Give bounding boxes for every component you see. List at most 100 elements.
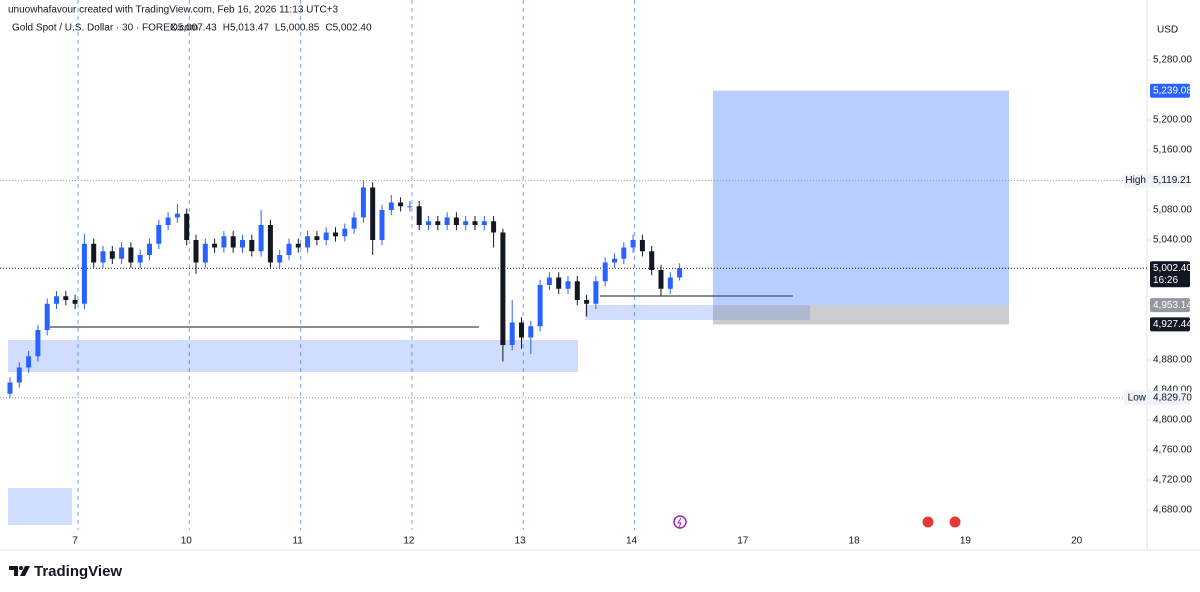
candle-body <box>491 221 497 233</box>
candle-body <box>565 281 571 289</box>
x-tick-label: 11 <box>292 536 303 547</box>
last-price-tag: 5,002.40 <box>1153 263 1192 274</box>
y-tick-label: 4,840.00 <box>1153 385 1192 396</box>
y-tick-label: 4,880.00 <box>1153 355 1192 366</box>
y-tick-label: 4,680.00 <box>1153 505 1192 516</box>
stop-tag: 4,927.44 <box>1153 319 1192 330</box>
candle-body <box>639 239 645 252</box>
y-tick-label: 4,720.00 <box>1153 475 1192 486</box>
hl-label-bg <box>1124 390 1190 405</box>
candle-body <box>528 326 534 338</box>
candle-body <box>128 247 134 263</box>
candle-body <box>249 239 255 252</box>
candle-body <box>54 296 59 304</box>
candle-body <box>35 330 41 357</box>
candle-body <box>351 217 357 229</box>
candle-body <box>463 221 469 225</box>
candle-body <box>7 382 13 394</box>
candle-body <box>314 236 320 240</box>
hl-value: 4,829.70 <box>1153 392 1192 403</box>
brand: TradingView <box>34 563 122 580</box>
candle-body <box>137 254 143 263</box>
event-icon[interactable] <box>673 515 687 529</box>
candle-body <box>193 239 199 263</box>
candle-body <box>370 187 376 240</box>
candle-body <box>556 277 562 289</box>
candle-body <box>267 224 273 263</box>
candle-body <box>342 228 348 237</box>
symbol: Gold Spot / U.S. Dollar · 30 · FOREX.com <box>12 23 198 34</box>
candle-body <box>677 268 683 278</box>
logo: TradingView <box>9 563 122 580</box>
ohlc-value: C5,002.40 <box>325 23 372 34</box>
candle-body <box>426 221 431 225</box>
ohlc-value: O5,007.43 <box>170 23 217 34</box>
entry-tag-bg <box>1150 298 1190 313</box>
candle-body <box>277 254 283 263</box>
candle-body <box>574 281 580 301</box>
x-tick-label: 17 <box>737 536 749 547</box>
candle-body <box>305 236 311 248</box>
candle-body <box>212 243 218 248</box>
y-tick-label: 5,200.00 <box>1153 115 1192 126</box>
candle-body <box>221 236 227 248</box>
candle-body <box>360 187 366 218</box>
last-price-tag-bg <box>1150 261 1190 288</box>
candle-body <box>258 224 264 252</box>
candle-body <box>658 269 664 289</box>
flag-icon[interactable] <box>921 515 935 529</box>
candle-body <box>240 239 245 248</box>
candle-body <box>416 206 422 225</box>
candle-body <box>26 356 32 368</box>
candle-body <box>165 217 171 225</box>
candle-body <box>184 213 190 240</box>
stop-tag-bg <box>1150 317 1190 332</box>
candle-body <box>537 285 543 327</box>
y-tick-label: 4,800.00 <box>1153 415 1192 426</box>
candle-body <box>612 258 617 263</box>
candle-body <box>333 232 338 237</box>
target-tag: 5,239.08 <box>1153 85 1192 96</box>
candle-body <box>649 251 655 270</box>
zone <box>8 488 72 525</box>
countdown: 16:26 <box>1153 275 1178 286</box>
candle-body <box>174 213 180 218</box>
candle-body <box>379 209 385 240</box>
candle-body <box>630 239 636 248</box>
candle-body <box>435 221 441 225</box>
candle-body <box>500 232 506 346</box>
hl-label-bg <box>1124 173 1190 188</box>
candle-body <box>44 303 50 331</box>
candle-body <box>100 251 106 263</box>
y-tick-label: 5,160.00 <box>1153 145 1192 156</box>
x-tick-label: 13 <box>515 536 527 547</box>
candle-body <box>398 202 404 207</box>
candle-body <box>519 322 524 338</box>
candle-body <box>156 224 162 244</box>
hl-name: Low <box>1128 392 1147 403</box>
entry-tag: 4,953.14 <box>1153 300 1192 311</box>
y-tick-label: 4,760.00 <box>1153 445 1192 456</box>
y-tick-label: 5,080.00 <box>1153 205 1192 216</box>
target-zone <box>713 90 1009 306</box>
flag-icon[interactable] <box>948 515 962 529</box>
candle-body <box>147 243 152 255</box>
candle-body <box>72 300 78 304</box>
candle-body <box>388 202 394 210</box>
candle-body <box>202 243 208 263</box>
candle-body <box>472 221 478 225</box>
hl-value: 5,119.21 <box>1153 175 1192 186</box>
zone <box>8 340 578 372</box>
candle-body <box>323 232 329 240</box>
candle-body <box>91 243 97 263</box>
event-icon <box>677 517 682 528</box>
candle-body <box>286 243 292 255</box>
ohlc-value: H5,013.47 <box>223 23 270 34</box>
candle-body <box>584 300 590 304</box>
target-tag-bg <box>1150 83 1190 98</box>
candle-body <box>119 247 125 259</box>
candle-body <box>444 217 450 225</box>
x-tick-label: 10 <box>181 536 193 547</box>
candle-body <box>602 262 608 282</box>
